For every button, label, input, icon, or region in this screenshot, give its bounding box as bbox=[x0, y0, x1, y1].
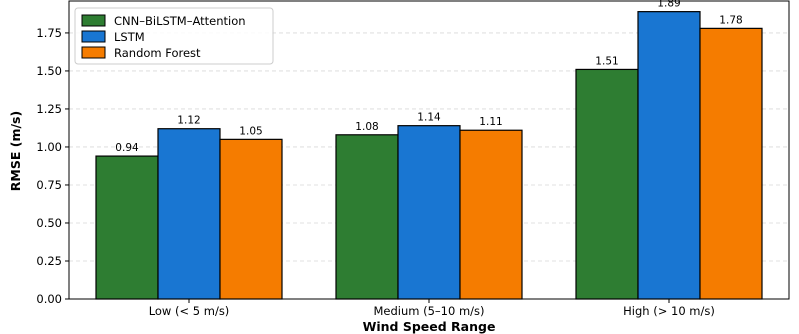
legend-label: CNN–BiLSTM–Attention bbox=[114, 14, 246, 28]
legend-frame bbox=[74, 7, 274, 65]
x-tick-label: Medium (5–10 m/s) bbox=[373, 304, 484, 318]
y-tick-label: 0.50 bbox=[36, 216, 62, 230]
bar bbox=[95, 155, 159, 300]
bar bbox=[335, 134, 399, 300]
x-axis-ticks: Low (< 5 m/s) Medium (5–10 m/s) High (> 10… bbox=[149, 299, 715, 318]
y-tick-label: 1.50 bbox=[36, 64, 62, 78]
x-tick-label: Low (< 5 m/s) bbox=[149, 304, 230, 318]
legend-swatch bbox=[81, 30, 106, 43]
y-tick-label: 0.00 bbox=[36, 292, 62, 306]
y-tick-label: 1.00 bbox=[36, 140, 62, 154]
bar bbox=[397, 125, 461, 300]
bar-value-label: 1.05 bbox=[239, 125, 262, 137]
x-axis-title: Wind Speed Range bbox=[363, 319, 496, 334]
bar bbox=[219, 138, 283, 300]
legend-swatch bbox=[81, 46, 106, 59]
bar-value-label: 1.78 bbox=[719, 14, 742, 26]
y-tick-label: 0.25 bbox=[36, 254, 62, 268]
bar-value-label: 1.12 bbox=[177, 115, 200, 127]
legend-swatch bbox=[81, 14, 106, 27]
legend-label: LSTM bbox=[114, 30, 145, 44]
legend-items: CNN–BiLSTM–Attention LSTM Random Forest bbox=[81, 14, 246, 60]
y-tick-label: 1.75 bbox=[36, 26, 62, 40]
y-tick-label: 1.25 bbox=[36, 102, 62, 116]
legend: CNN–BiLSTM–Attention LSTM Random Forest bbox=[74, 7, 274, 65]
bar bbox=[699, 27, 763, 300]
bar bbox=[637, 11, 701, 300]
bars bbox=[95, 11, 763, 300]
bar-value-label: 1.14 bbox=[417, 112, 441, 124]
x-tick-label: High (> 10 m/s) bbox=[623, 304, 715, 318]
bar-value-label: 1.89 bbox=[657, 0, 680, 10]
bar-value-label: 1.11 bbox=[479, 116, 502, 128]
bar bbox=[575, 68, 639, 300]
y-axis-ticks: 0.00 0.25 0.50 0.75 1.00 1.25 1.50 1.75 bbox=[36, 26, 69, 306]
bar bbox=[157, 128, 221, 300]
bar-value-label: 1.51 bbox=[595, 55, 618, 67]
value-labels: 0.94 1.12 1.05 1.08 1.14 1.11 1.51 1.89 1.78 bbox=[115, 0, 742, 154]
y-axis-title: RMSE (m/s) bbox=[8, 111, 23, 191]
y-tick-label: 0.75 bbox=[36, 178, 62, 192]
bar-value-label: 1.08 bbox=[355, 121, 378, 133]
bar bbox=[459, 129, 523, 300]
bar-value-label: 0.94 bbox=[115, 142, 139, 154]
legend-label: Random Forest bbox=[114, 46, 201, 60]
